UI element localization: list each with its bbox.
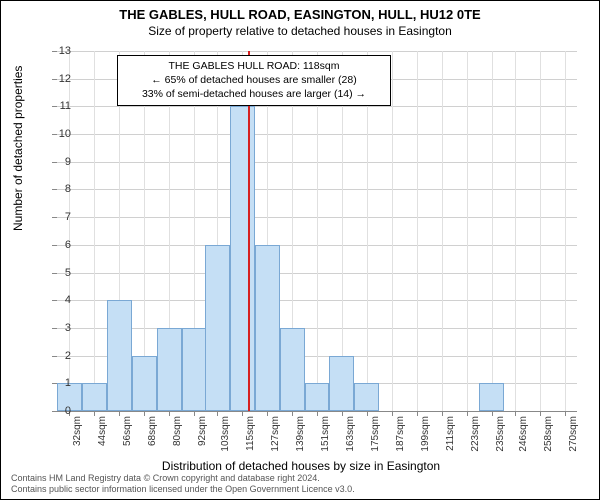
xtick-label: 127sqm (270, 416, 281, 452)
vgridline (94, 51, 95, 411)
plot-region: 32sqm44sqm56sqm68sqm80sqm92sqm103sqm115s… (57, 51, 577, 412)
xtick-mark (119, 411, 120, 416)
ytick-label: 4 (47, 294, 71, 306)
xtick-label: 151sqm (320, 416, 331, 452)
histogram-bar (157, 328, 182, 411)
xtick-mark (267, 411, 268, 416)
vgridline (540, 51, 541, 411)
xtick-mark (317, 411, 318, 416)
xtick-mark (342, 411, 343, 416)
xtick-label: 44sqm (97, 416, 108, 446)
annotation-line1: THE GABLES HULL ROAD: 118sqm (124, 59, 384, 73)
annotation-line2: ← 65% of detached houses are smaller (28… (124, 73, 384, 87)
histogram-bar (329, 356, 354, 411)
ytick-label: 8 (47, 183, 71, 195)
histogram-bar (354, 383, 379, 411)
histogram-bar (107, 300, 132, 411)
xtick-mark (417, 411, 418, 416)
xtick-mark (242, 411, 243, 416)
xtick-label: 92sqm (197, 416, 208, 446)
ytick-label: 9 (47, 156, 71, 168)
vgridline (565, 51, 566, 411)
xtick-label: 68sqm (147, 416, 158, 446)
chart-title: THE GABLES, HULL ROAD, EASINGTON, HULL, … (1, 7, 599, 22)
ytick-label: 11 (47, 100, 71, 112)
xtick-mark (194, 411, 195, 416)
xtick-label: 103sqm (220, 416, 231, 452)
vgridline (392, 51, 393, 411)
xtick-mark (169, 411, 170, 416)
xtick-mark (515, 411, 516, 416)
xtick-label: 139sqm (295, 416, 306, 452)
xtick-mark (367, 411, 368, 416)
histogram-bar (305, 383, 330, 411)
xtick-label: 187sqm (395, 416, 406, 452)
histogram-bar (280, 328, 305, 411)
vgridline (442, 51, 443, 411)
ytick-label: 1 (47, 377, 71, 389)
xtick-mark (442, 411, 443, 416)
xtick-mark (144, 411, 145, 416)
histogram-bar (230, 106, 255, 411)
vgridline (417, 51, 418, 411)
annotation-line3: 33% of semi-detached houses are larger (… (124, 87, 384, 101)
ytick-label: 7 (47, 211, 71, 223)
vgridline (492, 51, 493, 411)
histogram-bar (82, 383, 107, 411)
histogram-bar (132, 356, 157, 411)
xtick-mark (565, 411, 566, 416)
ytick-label: 13 (47, 45, 71, 57)
xtick-label: 223sqm (470, 416, 481, 452)
histogram-bar (255, 245, 280, 411)
xtick-mark (540, 411, 541, 416)
xtick-mark (292, 411, 293, 416)
ytick-label: 10 (47, 128, 71, 140)
xtick-label: 246sqm (518, 416, 529, 452)
xtick-mark (217, 411, 218, 416)
ytick-label: 2 (47, 350, 71, 362)
footnote: Contains HM Land Registry data © Crown c… (11, 473, 355, 495)
xtick-mark (392, 411, 393, 416)
xtick-label: 270sqm (568, 416, 579, 452)
chart-subtitle: Size of property relative to detached ho… (1, 24, 599, 38)
xtick-label: 199sqm (420, 416, 431, 452)
xtick-mark (94, 411, 95, 416)
y-axis-label: Number of detached properties (11, 66, 25, 231)
xtick-label: 163sqm (345, 416, 356, 452)
ytick-label: 6 (47, 239, 71, 251)
ytick-label: 0 (47, 405, 71, 417)
x-axis-label: Distribution of detached houses by size … (1, 459, 600, 473)
annotation-box: THE GABLES HULL ROAD: 118sqm← 65% of det… (117, 55, 391, 106)
xtick-label: 175sqm (370, 416, 381, 452)
xtick-label: 235sqm (495, 416, 506, 452)
xtick-mark (467, 411, 468, 416)
xtick-mark (492, 411, 493, 416)
xtick-label: 258sqm (543, 416, 554, 452)
ytick-label: 12 (47, 73, 71, 85)
vgridline (467, 51, 468, 411)
footnote-line2: Contains public sector information licen… (11, 484, 355, 495)
chart-container: THE GABLES, HULL ROAD, EASINGTON, HULL, … (0, 0, 600, 500)
histogram-bar (205, 245, 230, 411)
histogram-bar (182, 328, 207, 411)
footnote-line1: Contains HM Land Registry data © Crown c… (11, 473, 355, 484)
chart-area: 32sqm44sqm56sqm68sqm80sqm92sqm103sqm115s… (57, 51, 577, 411)
xtick-label: 80sqm (172, 416, 183, 446)
vgridline (515, 51, 516, 411)
ytick-label: 3 (47, 322, 71, 334)
xtick-label: 32sqm (72, 416, 83, 446)
xtick-label: 115sqm (245, 416, 256, 451)
histogram-bar (479, 383, 504, 411)
xtick-label: 56sqm (122, 416, 133, 446)
ytick-label: 5 (47, 267, 71, 279)
xtick-label: 211sqm (445, 416, 456, 451)
